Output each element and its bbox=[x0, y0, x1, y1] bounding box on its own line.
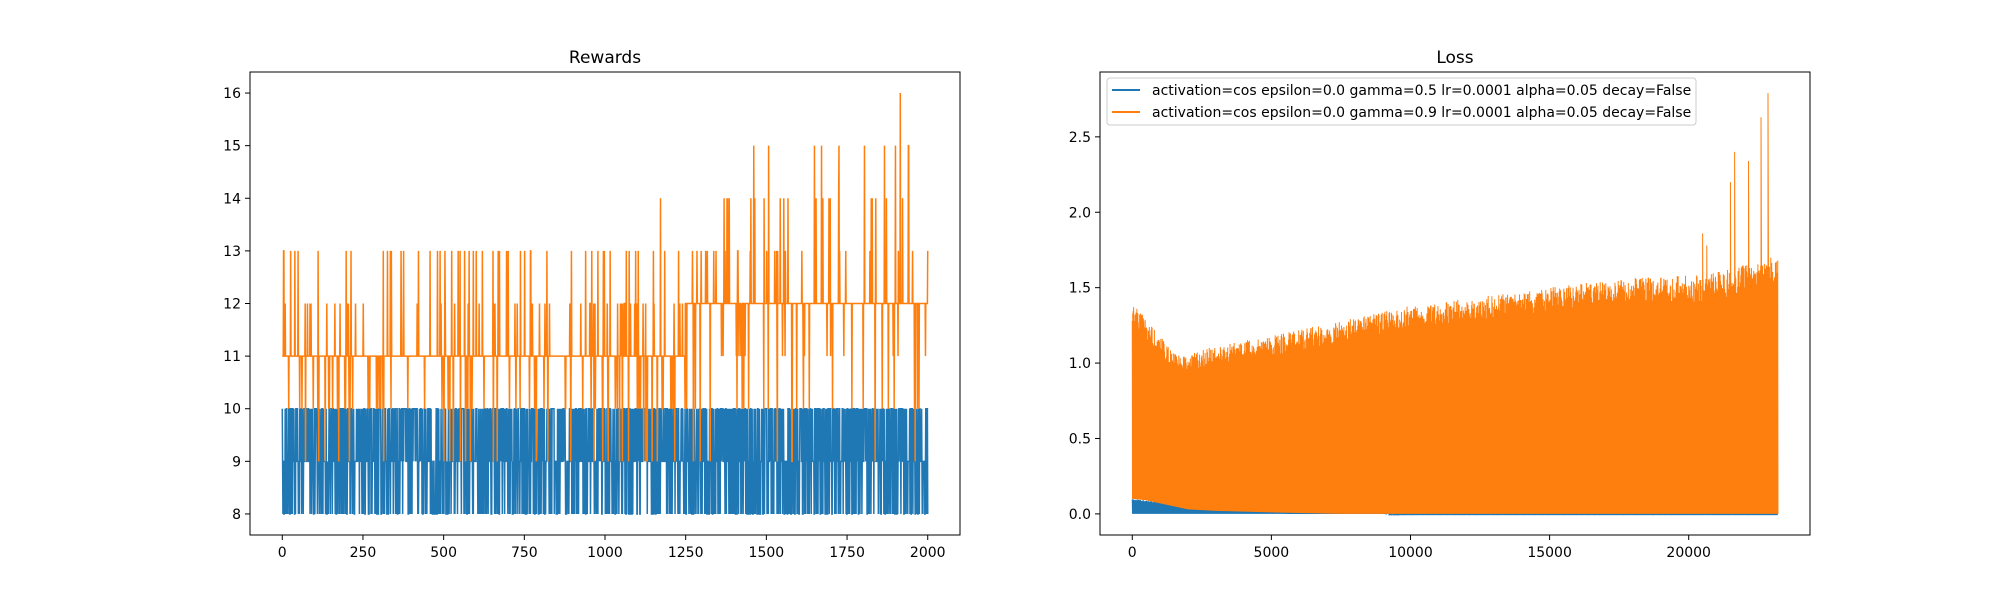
loss-x-tick-label: 20000 bbox=[1666, 545, 1711, 561]
rewards-axes: 0 250 500 750 1000 1250 1500 1750 2000 8 9 10 11 12 13… bbox=[223, 71, 961, 561]
rewards-x-tick-label: 0 bbox=[278, 545, 287, 561]
loss-series-2-line bbox=[1131, 93, 1779, 514]
loss-x-tick-label: 15000 bbox=[1527, 545, 1572, 561]
loss-y-tick-label: 0.0 bbox=[1069, 507, 1091, 523]
rewards-x-tick-label: 1250 bbox=[668, 545, 704, 561]
rewards-chart: Rewards 0 250 500 750 1000 1250 1500 1750 2000 8 9… bbox=[223, 48, 961, 561]
rewards-x-tick-label: 750 bbox=[511, 545, 538, 561]
loss-y-tick-label: 1.0 bbox=[1069, 356, 1091, 372]
loss-series-group bbox=[1131, 93, 1779, 516]
legend-frame bbox=[1106, 77, 1697, 126]
rewards-x-tick-label: 1000 bbox=[587, 545, 623, 561]
rewards-title: Rewards bbox=[569, 48, 641, 68]
loss-y-tick-label: 2.0 bbox=[1069, 205, 1091, 221]
loss-title: Loss bbox=[1436, 48, 1473, 68]
rewards-x-tick-label: 250 bbox=[350, 545, 377, 561]
loss-y-tick-label: 0.5 bbox=[1069, 431, 1091, 447]
rewards-x-tick-label: 500 bbox=[430, 545, 457, 561]
rewards-y-tick-label: 9 bbox=[232, 454, 241, 470]
rewards-y-tick-label: 13 bbox=[223, 244, 241, 260]
loss-plot-frame bbox=[1099, 71, 1811, 536]
loss-y-tick-label: 1.5 bbox=[1069, 281, 1091, 297]
rewards-series-1-line bbox=[281, 407, 929, 515]
rewards-y-tick-label: 12 bbox=[223, 297, 241, 313]
loss-x-tick-label: 0 bbox=[1128, 545, 1137, 561]
loss-y-tick-label: 2.5 bbox=[1069, 130, 1091, 146]
loss-x-tick-label: 5000 bbox=[1254, 545, 1290, 561]
rewards-series-2-line bbox=[282, 93, 929, 463]
loss-x-tick-label: 10000 bbox=[1388, 545, 1433, 561]
legend-label-series-2: activation=cos epsilon=0.0 gamma=0.9 lr=… bbox=[1152, 105, 1691, 121]
loss-axes: 0 5000 10000 15000 20000 0.0 0.5 1.0 1.5 2.0 2.5 bbox=[1069, 71, 1811, 561]
rewards-y-tick-label: 11 bbox=[223, 349, 241, 365]
rewards-y-tick-label: 15 bbox=[223, 139, 241, 155]
rewards-y-tick-label: 8 bbox=[232, 507, 241, 523]
loss-legend: activation=cos epsilon=0.0 gamma=0.5 lr=… bbox=[1106, 77, 1697, 126]
rewards-y-tick-label: 10 bbox=[223, 402, 241, 418]
loss-chart: Loss 0 5000 10000 15000 20000 0.0 0.5 1.0 1.5 2.0… bbox=[1069, 48, 1811, 561]
rewards-x-tick-label: 2000 bbox=[910, 545, 946, 561]
rewards-y-tick-label: 16 bbox=[223, 86, 241, 102]
rewards-series-group bbox=[281, 93, 929, 515]
rewards-x-tick-label: 1750 bbox=[829, 545, 865, 561]
legend-label-series-1: activation=cos epsilon=0.0 gamma=0.5 lr=… bbox=[1152, 83, 1691, 99]
rewards-y-tick-label: 14 bbox=[223, 191, 241, 207]
rewards-x-tick-label: 1500 bbox=[749, 545, 785, 561]
